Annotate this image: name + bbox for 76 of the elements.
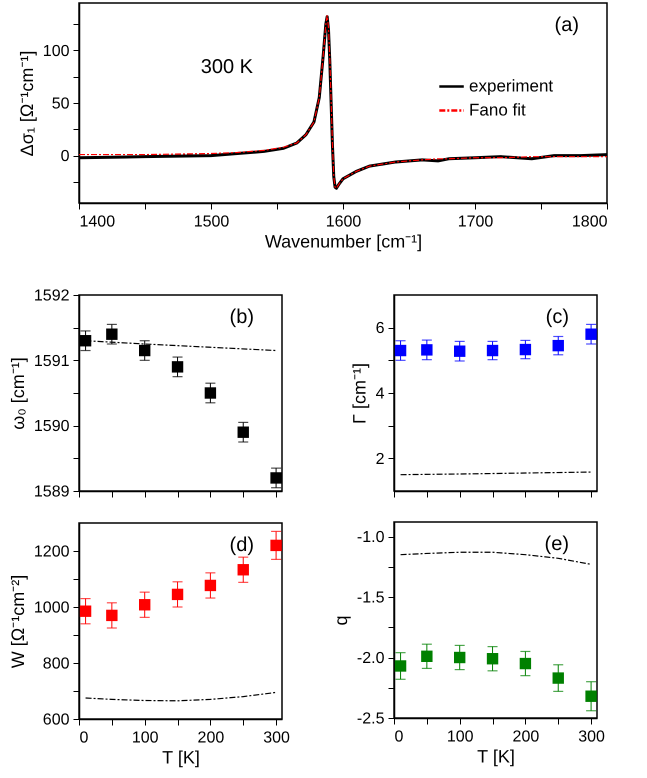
y-tick-label: 800 — [42, 656, 70, 672]
y-axis-title: Δσ₁ [Ω⁻¹cm⁻¹] — [16, 50, 37, 156]
y-axis-title: W [Ω⁻¹cm⁻²] — [8, 574, 28, 668]
annotation: (a) — [554, 14, 579, 36]
point — [270, 472, 282, 484]
x-tick-label: 0 — [80, 730, 88, 746]
annotation: (d) — [230, 534, 254, 556]
x-axis-title: T [K] — [477, 746, 515, 766]
x-tick-label: 300 — [263, 730, 290, 746]
point — [238, 426, 249, 438]
y-tick-label: -1.5 — [356, 590, 385, 607]
point — [106, 328, 118, 340]
y-tick-label: 1591 — [34, 352, 70, 370]
y-tick-label: 1200 — [34, 544, 70, 560]
x-axis-title: Wavenumber [cm⁻¹] — [264, 232, 422, 252]
y-axis-title: Γ [cm⁻¹] — [350, 363, 370, 424]
point — [80, 335, 92, 346]
point — [138, 344, 150, 356]
point — [394, 660, 406, 672]
legend-label: Fano fit — [469, 100, 526, 120]
point — [106, 610, 118, 622]
x-tick-label: 200 — [512, 728, 540, 746]
point — [585, 328, 597, 340]
point — [172, 588, 184, 600]
annotation: (e) — [544, 533, 569, 555]
x-tick-label: 1600 — [326, 214, 362, 230]
x-tick-label: 1500 — [194, 214, 230, 230]
x-tick-label: 0 — [394, 728, 404, 746]
x-tick-label: 200 — [198, 730, 224, 746]
point — [520, 658, 532, 670]
y-tick-label: 50 — [52, 96, 70, 112]
y-axis-title: ω₀ [cm⁻¹] — [8, 357, 28, 430]
y-tick-label: 6 — [376, 320, 385, 338]
point — [138, 599, 150, 610]
point — [80, 606, 92, 617]
y-tick-label: 1000 — [34, 600, 70, 616]
annotation: (b) — [230, 306, 254, 328]
line-series — [84, 692, 277, 702]
x-tick-label: 100 — [446, 728, 474, 746]
x-tick-label: 100 — [132, 730, 159, 746]
point — [520, 344, 532, 356]
point — [585, 690, 597, 702]
point — [552, 340, 564, 352]
x-tick-label: 1700 — [458, 214, 494, 230]
point — [421, 344, 433, 356]
y-tick-label: 4 — [376, 386, 385, 402]
point — [204, 387, 216, 399]
y-tick-label: 600 — [42, 712, 70, 728]
annotation: (c) — [546, 306, 569, 328]
x-tick-label: 300 — [578, 728, 606, 746]
y-tick-label: -2.5 — [356, 710, 385, 728]
point — [454, 345, 466, 357]
point — [486, 344, 498, 356]
x-tick-label: 1800 — [572, 214, 608, 230]
point — [270, 540, 282, 552]
point — [204, 580, 216, 592]
x-tick-label: 1400 — [80, 214, 116, 230]
y-tick-label: 1590 — [34, 418, 70, 436]
y-tick-label: -1.0 — [356, 529, 385, 546]
legend-label: experiment — [469, 76, 554, 96]
y-tick-label: -2.0 — [356, 650, 385, 668]
point — [238, 564, 249, 576]
y-tick-label: 0 — [60, 148, 70, 166]
x-axis-title: T [K] — [162, 748, 200, 768]
point — [486, 653, 498, 664]
annotation: 300 K — [200, 56, 254, 78]
y-tick-label: 2 — [376, 450, 385, 468]
y-tick-label: 1589 — [34, 484, 70, 500]
point — [421, 650, 433, 662]
y-axis-title: q — [330, 615, 351, 626]
y-tick-label: 1592 — [34, 288, 70, 304]
point — [172, 361, 184, 373]
y-tick-label: 100 — [42, 42, 70, 60]
point — [552, 672, 564, 684]
point — [394, 344, 406, 356]
point — [454, 652, 466, 664]
